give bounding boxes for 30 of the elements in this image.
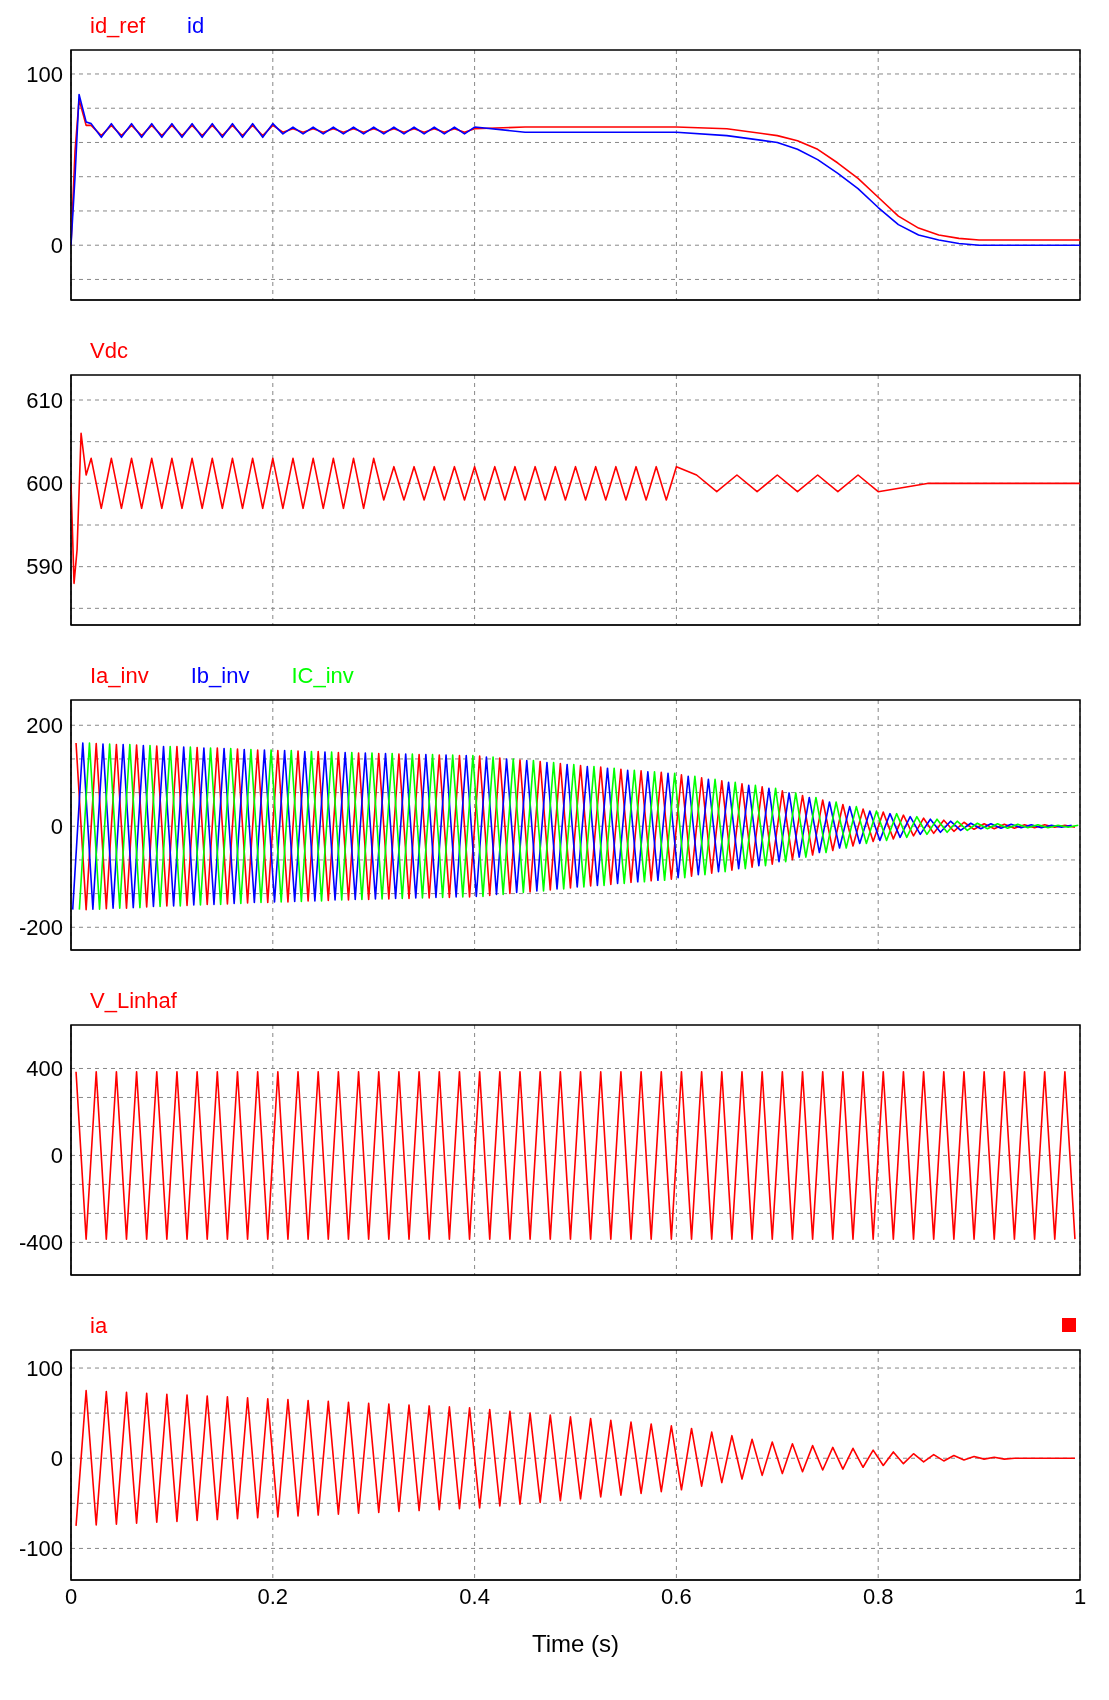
y-tick-label: 100 [26,1355,63,1381]
text: id_ref [90,13,146,39]
y-tick-label: 0 [50,1446,63,1472]
x-tick-label: 0.6 [661,1583,692,1609]
y-tick-label: 0 [50,233,63,259]
text: Ia_inv [90,663,149,689]
y-tick-label: 610 [26,387,63,413]
y-tick-label: 0 [50,814,63,840]
y-tick-label: -100 [18,1536,63,1562]
x-tick-label: 0.4 [459,1583,490,1609]
y-tick-label: 0 [50,1143,63,1169]
line-series [71,432,1080,585]
line-series [75,1389,1076,1527]
text: ia [90,1313,108,1339]
y-tick-label: 600 [26,471,63,497]
y-tick-label: -200 [18,915,63,941]
x-axis-title: Time (s) [531,1630,620,1657]
x-tick-label: 0.8 [862,1583,894,1609]
text: Ib_inv [190,663,250,689]
text: V_Linhaf [90,988,177,1014]
text: IC_inv [291,663,354,689]
y-tick-label: 400 [26,1056,63,1082]
x-tick-label: 1 [1073,1583,1087,1609]
y-tick-label: 100 [26,61,63,87]
text: id [187,13,205,39]
y-tick-label: -400 [18,1230,63,1256]
text: Vdc [90,338,128,364]
y-tick-label: 200 [26,713,63,739]
y-tick-label: 590 [26,554,63,580]
x-tick-label: 0.2 [257,1583,289,1609]
